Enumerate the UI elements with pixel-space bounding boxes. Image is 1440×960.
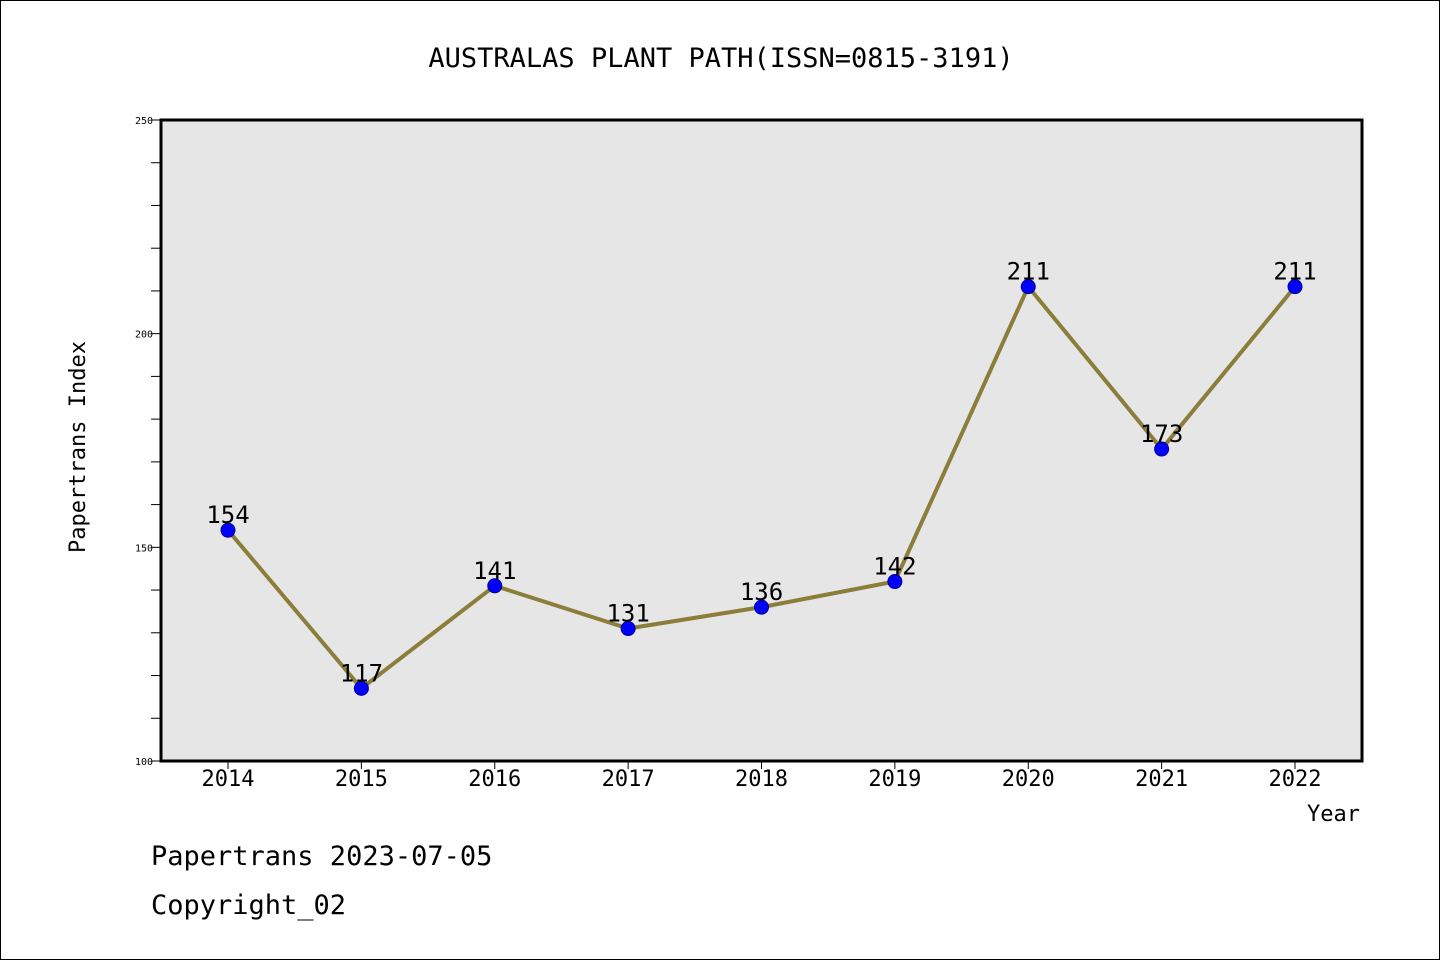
x-tick-label: 2016	[468, 767, 521, 792]
y-minor-ticks	[151, 162, 161, 719]
y-tick-label: 100	[135, 757, 153, 768]
chart-title: AUSTRALAS PLANT PATH(ISSN=0815-3191)	[428, 43, 1013, 74]
y-tick-label: 250	[135, 116, 153, 127]
plot-border	[159, 118, 1364, 763]
footer-date: Papertrans 2023-07-05	[151, 841, 492, 872]
footer-copyright: Copyright_02	[151, 890, 346, 921]
data-point	[1154, 441, 1170, 457]
data-label: 142	[873, 553, 916, 581]
y-tick-label: 150	[135, 543, 153, 554]
x-axis-label: Year	[1307, 802, 1360, 827]
data-label: 117	[340, 659, 383, 687]
x-tick-label: 2015	[335, 767, 388, 792]
x-axis-ticks: 2014 2015 2016 2017 2018 2019 2020 2021 2022	[202, 761, 1322, 792]
y-axis-label: Papertrans Index	[66, 341, 91, 553]
y-tick-label: 200	[135, 330, 153, 341]
data-label: 131	[606, 600, 649, 628]
plot-area	[161, 120, 1362, 761]
data-label: 211	[1007, 258, 1050, 286]
data-point	[220, 522, 236, 538]
data-point	[1287, 279, 1303, 295]
x-tick-label: 2014	[202, 767, 255, 792]
data-point	[620, 621, 636, 637]
data-label: 211	[1273, 258, 1316, 286]
data-label: 173	[1140, 420, 1183, 448]
data-labels: 154 117 141 131 136 142 211 173 211	[206, 258, 1316, 688]
data-point	[487, 578, 503, 594]
data-point	[754, 599, 769, 615]
data-label: 154	[206, 501, 249, 529]
data-point	[353, 680, 369, 696]
data-label: 141	[473, 557, 516, 585]
data-markers	[220, 279, 1303, 696]
data-point	[1020, 279, 1036, 295]
y-axis-ticks: 100 150 200 250	[135, 116, 161, 768]
x-tick-label: 2019	[868, 767, 921, 792]
data-point	[887, 574, 903, 590]
x-tick-label: 2018	[735, 767, 788, 792]
x-tick-label: 2022	[1269, 767, 1322, 792]
x-tick-label: 2017	[602, 767, 655, 792]
data-label: 136	[740, 578, 783, 606]
x-tick-label: 2021	[1135, 767, 1188, 792]
x-tick-label: 2020	[1002, 767, 1055, 792]
